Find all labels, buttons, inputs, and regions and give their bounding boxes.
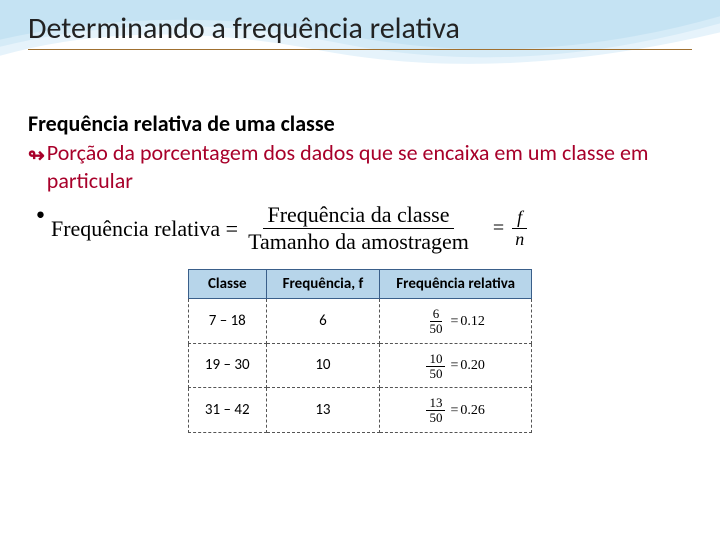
- table-header-row: Classe Frequência, f Frequência relativa: [188, 270, 531, 299]
- formula-symbolic: = f n: [493, 207, 529, 250]
- bullet-icon: ↬: [28, 143, 45, 168]
- cell-class: 31 – 42: [188, 388, 266, 433]
- formula-row: • Frequência relativa = Frequência da cl…: [36, 202, 692, 255]
- cell-class: 7 – 18: [188, 299, 266, 344]
- cell-freq: 13: [266, 388, 380, 433]
- formula-numerator: Frequência da classe: [263, 202, 453, 229]
- formula-sym-num: f: [512, 207, 527, 229]
- formula-sym-den: n: [510, 229, 529, 250]
- cell-freq: 10: [266, 343, 380, 388]
- formula-fraction: Frequência da classe Tamanho da amostrag…: [244, 202, 473, 255]
- formula-bullet-dot: •: [36, 203, 45, 225]
- cell-relfreq: 650 =0.12: [380, 299, 532, 344]
- cell-freq: 6: [266, 299, 380, 344]
- frequency-table: Classe Frequência, f Frequência relativa…: [188, 269, 532, 433]
- cell-relfreq: 1350 =0.26: [380, 388, 532, 433]
- col-header-freq: Frequência, f: [266, 270, 380, 299]
- formula-lhs: Frequência relativa =: [51, 216, 238, 242]
- slide-content: Determinando a frequência relativa Frequ…: [0, 0, 720, 433]
- cell-class: 19 – 30: [188, 343, 266, 388]
- table-row: 19 – 30 10 1050 =0.20: [188, 343, 531, 388]
- formula-eq-sign: =: [493, 217, 504, 240]
- col-header-relfreq: Frequência relativa: [380, 270, 532, 299]
- table-row: 31 – 42 13 1350 =0.26: [188, 388, 531, 433]
- col-header-class: Classe: [188, 270, 266, 299]
- formula-denominator: Tamanho da amostragem: [244, 229, 473, 255]
- bullet-text: Porção da porcentagem dos dados que se e…: [47, 139, 692, 194]
- slide-title: Determinando a frequência relativa: [28, 10, 692, 50]
- bullet-item: ↬ Porção da porcentagem dos dados que se…: [28, 139, 692, 194]
- section-subtitle: Frequência relativa de uma classe: [28, 110, 692, 137]
- cell-relfreq: 1050 =0.20: [380, 343, 532, 388]
- table-row: 7 – 18 6 650 =0.12: [188, 299, 531, 344]
